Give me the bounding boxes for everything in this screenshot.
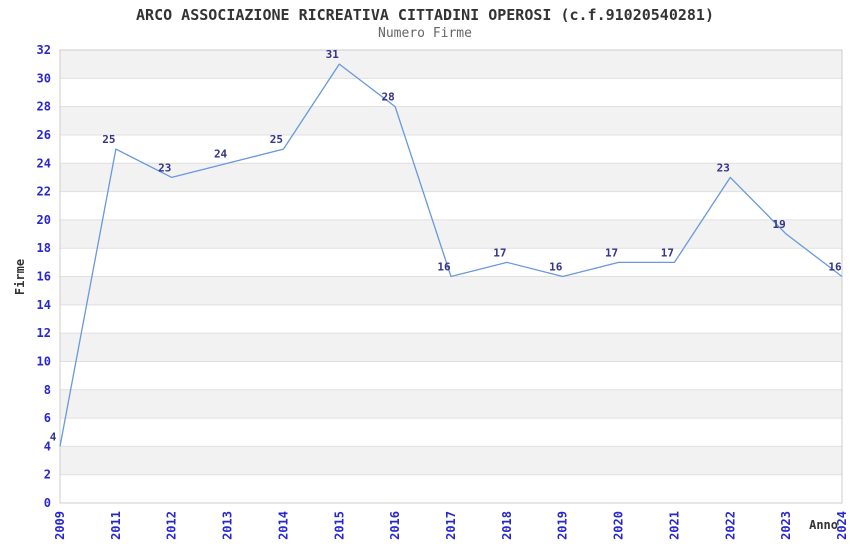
point-label: 17 (661, 246, 674, 259)
x-tick-label: 2014 (276, 511, 290, 540)
x-tick-label: 2009 (53, 511, 67, 540)
y-tick-label: 26 (37, 128, 51, 142)
plot-band (60, 219, 842, 249)
point-label: 25 (270, 133, 283, 146)
point-label: 16 (437, 261, 451, 274)
x-tick-label: 2018 (500, 511, 514, 540)
plot-band (60, 361, 842, 390)
point-label: 25 (102, 133, 115, 146)
plot-band (60, 134, 842, 164)
y-tick-label: 30 (37, 71, 51, 85)
y-tick-label: 8 (44, 383, 51, 397)
y-tick-label: 2 (44, 468, 51, 482)
y-tick-label: 22 (37, 185, 51, 199)
plot-band (60, 446, 842, 475)
point-label: 31 (326, 48, 340, 61)
x-tick-label: 2020 (612, 511, 626, 540)
chart-title: ARCO ASSOCIAZIONE RICREATIVA CITTADINI O… (136, 6, 714, 24)
x-tick-label: 2019 (556, 511, 570, 540)
x-tick-label: 2013 (221, 511, 235, 540)
x-tick-label: 2024 (835, 511, 849, 540)
y-tick-label: 12 (37, 326, 51, 340)
chart-subtitle: Numero Firme (378, 26, 472, 41)
plot-band (60, 276, 842, 305)
x-axis-title: Anno (809, 518, 838, 532)
point-label: 4 (50, 430, 57, 443)
plot-band (60, 474, 842, 503)
point-label: 16 (828, 261, 842, 274)
y-tick-label: 10 (37, 354, 51, 368)
plot-band (60, 248, 842, 277)
point-label: 24 (214, 147, 228, 160)
plot-band (60, 418, 842, 447)
x-tick-label: 2016 (388, 511, 402, 540)
y-tick-label: 18 (37, 241, 51, 255)
plot-band (60, 163, 842, 192)
data-line (59, 63, 843, 447)
y-tick-label: 24 (37, 156, 51, 170)
x-tick-label: 2015 (332, 511, 346, 540)
y-tick-label: 28 (37, 100, 51, 114)
x-tick-label: 2011 (109, 511, 123, 540)
plot-band (60, 106, 842, 135)
plot-band (60, 304, 842, 334)
point-label: 23 (158, 161, 171, 174)
x-tick-label: 2021 (667, 511, 681, 540)
y-tick-label: 0 (44, 496, 51, 510)
x-tick-label: 2017 (444, 511, 458, 540)
plot-band (60, 50, 842, 79)
plot-band (60, 333, 842, 362)
x-tick-label: 2022 (723, 511, 737, 540)
plot-band (60, 78, 842, 107)
point-label: 23 (717, 161, 730, 174)
y-tick-label: 16 (37, 270, 51, 284)
y-tick-label: 6 (44, 411, 51, 425)
point-label: 16 (549, 261, 563, 274)
plot-band (60, 191, 842, 220)
point-label: 28 (382, 91, 395, 104)
point-label: 19 (773, 218, 786, 231)
plot-band (60, 389, 842, 419)
x-tick-label: 2012 (165, 511, 179, 540)
x-tick-label: 2023 (779, 511, 793, 540)
point-label: 17 (493, 246, 506, 259)
y-tick-label: 14 (37, 298, 51, 312)
y-tick-label: 32 (37, 43, 51, 57)
point-label: 17 (605, 246, 618, 259)
y-tick-label: 20 (37, 213, 51, 227)
y-tick-label: 4 (44, 439, 51, 453)
